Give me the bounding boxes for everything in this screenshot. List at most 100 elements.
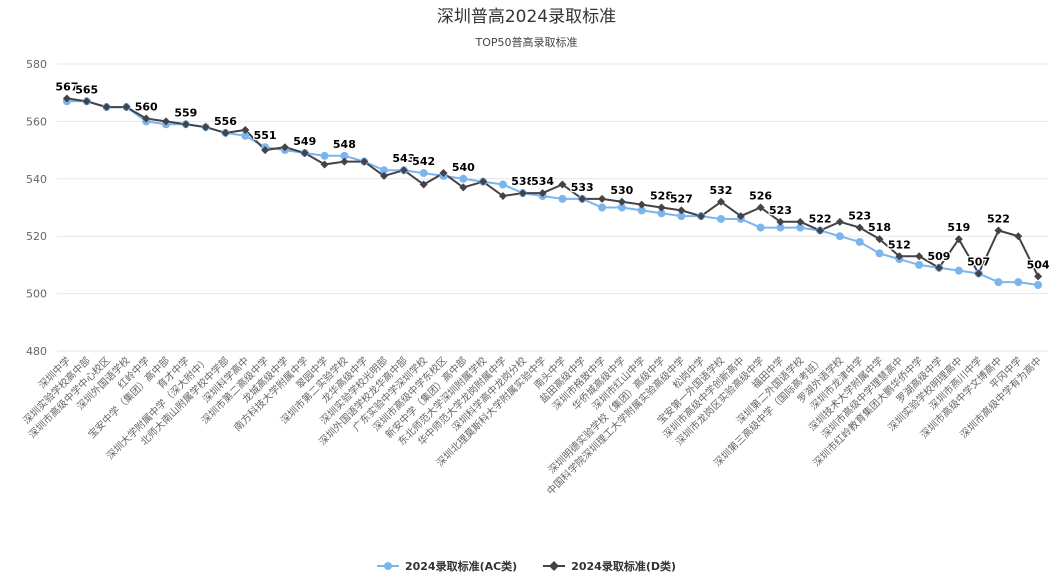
point-ac[interactable] bbox=[855, 237, 864, 246]
data-label: 567 bbox=[55, 80, 78, 93]
legend-label-ac: 2024录取标准(AC类) bbox=[404, 560, 518, 573]
point-ac[interactable] bbox=[340, 151, 349, 160]
data-label: 549 bbox=[293, 135, 316, 148]
data-label: 538 bbox=[511, 175, 534, 188]
point-d[interactable] bbox=[875, 235, 884, 244]
point-d[interactable] bbox=[954, 235, 963, 244]
point-ac[interactable] bbox=[380, 166, 389, 175]
point-ac[interactable] bbox=[954, 266, 963, 275]
point-d[interactable] bbox=[756, 203, 765, 212]
point-d[interactable] bbox=[280, 143, 289, 152]
data-label: 560 bbox=[135, 101, 158, 114]
point-d[interactable] bbox=[994, 226, 1003, 235]
point-d[interactable] bbox=[340, 157, 349, 166]
point-ac[interactable] bbox=[677, 212, 686, 221]
point-d[interactable] bbox=[142, 114, 151, 123]
point-ac[interactable] bbox=[241, 131, 250, 140]
point-d[interactable] bbox=[479, 177, 488, 186]
point-d[interactable] bbox=[716, 197, 725, 206]
point-ac[interactable] bbox=[716, 214, 725, 223]
point-d[interactable] bbox=[261, 146, 270, 155]
data-label: 518 bbox=[868, 221, 891, 234]
y-tick-label: 520 bbox=[26, 230, 47, 243]
data-label: 519 bbox=[947, 221, 970, 234]
point-d[interactable] bbox=[439, 169, 448, 178]
point-ac[interactable] bbox=[915, 260, 924, 269]
y-tick-label: 540 bbox=[26, 173, 47, 186]
data-label: 565 bbox=[75, 83, 98, 96]
point-d[interactable] bbox=[201, 123, 210, 132]
point-d[interactable] bbox=[102, 103, 111, 112]
point-ac[interactable] bbox=[835, 232, 844, 241]
point-d[interactable] bbox=[835, 217, 844, 226]
point-ac[interactable] bbox=[756, 223, 765, 232]
point-d[interactable] bbox=[300, 148, 309, 157]
point-d[interactable] bbox=[578, 194, 587, 203]
point-d[interactable] bbox=[181, 120, 190, 129]
point-ac[interactable] bbox=[637, 206, 646, 215]
point-d[interactable] bbox=[776, 217, 785, 226]
point-ac[interactable] bbox=[558, 194, 567, 203]
point-d[interactable] bbox=[1034, 272, 1043, 281]
point-d[interactable] bbox=[895, 252, 904, 261]
point-d[interactable] bbox=[796, 217, 805, 226]
point-d[interactable] bbox=[974, 269, 983, 278]
point-ac[interactable] bbox=[498, 180, 507, 189]
point-d[interactable] bbox=[380, 171, 389, 180]
point-d[interactable] bbox=[736, 212, 745, 221]
point-d[interactable] bbox=[162, 117, 171, 126]
point-d[interactable] bbox=[498, 192, 507, 201]
point-d[interactable] bbox=[221, 128, 230, 137]
point-ac[interactable] bbox=[419, 169, 428, 178]
data-label: 527 bbox=[670, 192, 693, 205]
point-d[interactable] bbox=[598, 194, 607, 203]
y-tick-label: 480 bbox=[26, 345, 47, 358]
point-ac[interactable] bbox=[796, 223, 805, 232]
point-d[interactable] bbox=[697, 212, 706, 221]
point-ac[interactable] bbox=[617, 203, 626, 212]
point-d[interactable] bbox=[677, 206, 686, 215]
point-ac[interactable] bbox=[657, 209, 666, 218]
data-label: 523 bbox=[848, 210, 871, 223]
point-d[interactable] bbox=[816, 226, 825, 235]
point-d[interactable] bbox=[934, 263, 943, 272]
x-axis-ticks: 深圳中学深圳实验学校高中部深圳市高级中学中心校区深圳外国语学校红岭中学宝安中学（… bbox=[20, 354, 1044, 498]
point-d[interactable] bbox=[855, 223, 864, 232]
data-label: 522 bbox=[809, 212, 832, 225]
point-d[interactable] bbox=[360, 157, 369, 166]
point-d[interactable] bbox=[122, 103, 131, 112]
data-label: 523 bbox=[769, 204, 792, 217]
legend-marker-d-icon bbox=[543, 561, 566, 571]
point-d[interactable] bbox=[617, 197, 626, 206]
point-d[interactable] bbox=[657, 203, 666, 212]
point-ac[interactable] bbox=[776, 223, 785, 232]
data-label: 551 bbox=[254, 129, 277, 142]
data-label: 530 bbox=[610, 184, 633, 197]
data-label: 559 bbox=[174, 106, 197, 119]
point-d[interactable] bbox=[558, 180, 567, 189]
data-label: 548 bbox=[333, 138, 356, 151]
point-ac[interactable] bbox=[1034, 280, 1043, 289]
point-d[interactable] bbox=[915, 252, 924, 261]
legend-item-d[interactable]: 2024录取标准(D类) bbox=[543, 558, 676, 574]
series-layer bbox=[62, 94, 1043, 289]
point-ac[interactable] bbox=[598, 203, 607, 212]
point-d[interactable] bbox=[399, 166, 408, 175]
point-ac[interactable] bbox=[1014, 278, 1023, 287]
point-d[interactable] bbox=[459, 183, 468, 192]
point-d[interactable] bbox=[241, 126, 250, 135]
point-d[interactable] bbox=[419, 180, 428, 189]
point-ac[interactable] bbox=[320, 151, 329, 160]
point-d[interactable] bbox=[62, 94, 71, 103]
point-ac[interactable] bbox=[459, 174, 468, 183]
point-d[interactable] bbox=[538, 189, 547, 198]
point-ac[interactable] bbox=[994, 278, 1003, 287]
point-d[interactable] bbox=[1014, 232, 1023, 241]
point-ac[interactable] bbox=[875, 249, 884, 258]
point-d[interactable] bbox=[82, 97, 91, 106]
point-d[interactable] bbox=[320, 160, 329, 169]
legend-item-ac[interactable]: 2024录取标准(AC类) bbox=[376, 558, 518, 574]
point-d[interactable] bbox=[637, 200, 646, 209]
point-d[interactable] bbox=[518, 189, 527, 198]
